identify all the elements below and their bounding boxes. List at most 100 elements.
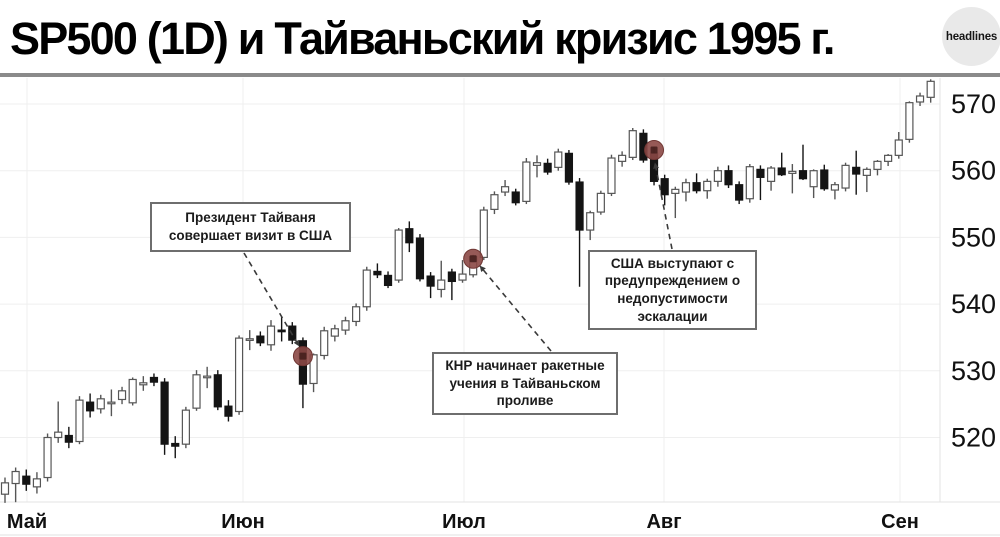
y-axis-tick-label: 540 (951, 289, 996, 319)
candle-body (352, 306, 361, 323)
candle-body (745, 166, 754, 200)
candle-body (22, 475, 31, 485)
candle-body (596, 192, 605, 213)
candle-body (915, 95, 925, 103)
annotation-arrow (243, 252, 300, 347)
candle-body (320, 330, 329, 357)
candle-body (245, 338, 254, 341)
annotation-box-prc-missile-exercises: КНР начинает ракетные учения в Тайваньск… (432, 352, 618, 415)
candle-body (607, 157, 616, 194)
candle-body (660, 178, 669, 196)
candle-body (277, 329, 286, 333)
candle-body (479, 209, 488, 259)
candle-body (107, 401, 116, 405)
candle-body (266, 325, 276, 346)
candle-body (713, 170, 722, 182)
candle-body (926, 80, 935, 98)
candle-body (213, 374, 222, 408)
x-axis-month-label: Авг (646, 511, 681, 533)
annotation-arrow (653, 162, 673, 250)
candle-body (149, 376, 159, 383)
candle-body (415, 237, 425, 280)
x-axis-month-label: Сен (881, 511, 919, 533)
x-axis-month-label: Июн (221, 511, 265, 533)
candle-body (884, 154, 893, 162)
candle-body (681, 182, 691, 193)
candle-body (181, 409, 190, 445)
headlines-logo-text: headlines (945, 30, 998, 43)
y-axis-tick-label: 530 (951, 356, 996, 386)
candle-body (171, 442, 180, 447)
candle-body (383, 274, 393, 287)
event-marker-core (469, 255, 477, 263)
candle-body (692, 182, 701, 192)
candle-body (373, 270, 382, 276)
candle-body (798, 170, 808, 180)
candle-body (234, 337, 244, 413)
candle-body (820, 169, 829, 190)
candle-body (192, 374, 201, 409)
candle-body (11, 470, 20, 485)
candle-body (735, 184, 744, 201)
y-axis-tick-label: 560 (951, 156, 996, 186)
annotation-box-taiwan-visit: Президент Тайваня совершает визит в США (150, 202, 351, 252)
y-axis-tick-label: 570 (951, 89, 996, 119)
header-separator (0, 73, 1000, 77)
candle-body (586, 212, 595, 231)
candle-body (777, 167, 786, 176)
candle-body (341, 320, 350, 331)
candle-body (511, 191, 520, 204)
y-axis-tick-label: 550 (951, 222, 996, 252)
candle-body (437, 279, 446, 291)
candle-body (394, 229, 403, 281)
candle-body (894, 139, 903, 156)
candle-body (724, 170, 733, 186)
candle-body (862, 168, 871, 176)
candle-body (75, 399, 84, 443)
annotation-text: КНР начинает ракетные учения в Тайваньск… (445, 358, 605, 409)
annotation-arrow (479, 265, 552, 352)
candle-body (54, 431, 63, 439)
candle-body (543, 162, 552, 173)
candle-body (330, 328, 339, 337)
annotation-text: Президент Тайваня совершает визит в США (168, 210, 333, 243)
candle-body (873, 160, 882, 170)
candle-body (618, 154, 627, 162)
candle-body (405, 228, 414, 244)
candle-body (256, 335, 265, 344)
annotation-text: США выступают с предупреждением о недопу… (604, 255, 741, 324)
candle-body (0, 482, 10, 495)
candle-body (575, 181, 584, 231)
candle-body (160, 381, 169, 445)
candle-body (628, 130, 637, 158)
annotation-box-usa-warning: США выступают с предупреждением о недопу… (588, 250, 757, 330)
candle-body (96, 398, 105, 410)
event-marker-core (650, 146, 658, 154)
x-axis-month-label: Май (7, 511, 47, 533)
headlines-logo: headlines (942, 7, 1000, 66)
candle-body (32, 478, 42, 488)
event-marker-core (299, 352, 307, 360)
candle-body (766, 167, 776, 182)
y-axis-tick-label: 520 (951, 423, 996, 453)
candle-body (426, 275, 435, 287)
candle-body (203, 375, 212, 379)
candle-body (522, 161, 531, 202)
candle-body (554, 151, 563, 168)
candle-body (43, 436, 52, 479)
candle-body (458, 273, 467, 281)
candle-body (532, 162, 542, 166)
candle-body (64, 434, 73, 443)
candle-body (788, 170, 797, 174)
x-axis-month-label: Июл (442, 511, 486, 533)
candle-body (703, 180, 712, 192)
candle-body (830, 184, 840, 191)
candle-body (490, 194, 499, 210)
candle-body (139, 382, 148, 386)
page-title: SP500 (1D) и Тайваньский кризис 1995 г. (10, 13, 835, 64)
candle-body (86, 401, 95, 412)
candle-body (128, 378, 137, 404)
candle-body (447, 271, 456, 283)
